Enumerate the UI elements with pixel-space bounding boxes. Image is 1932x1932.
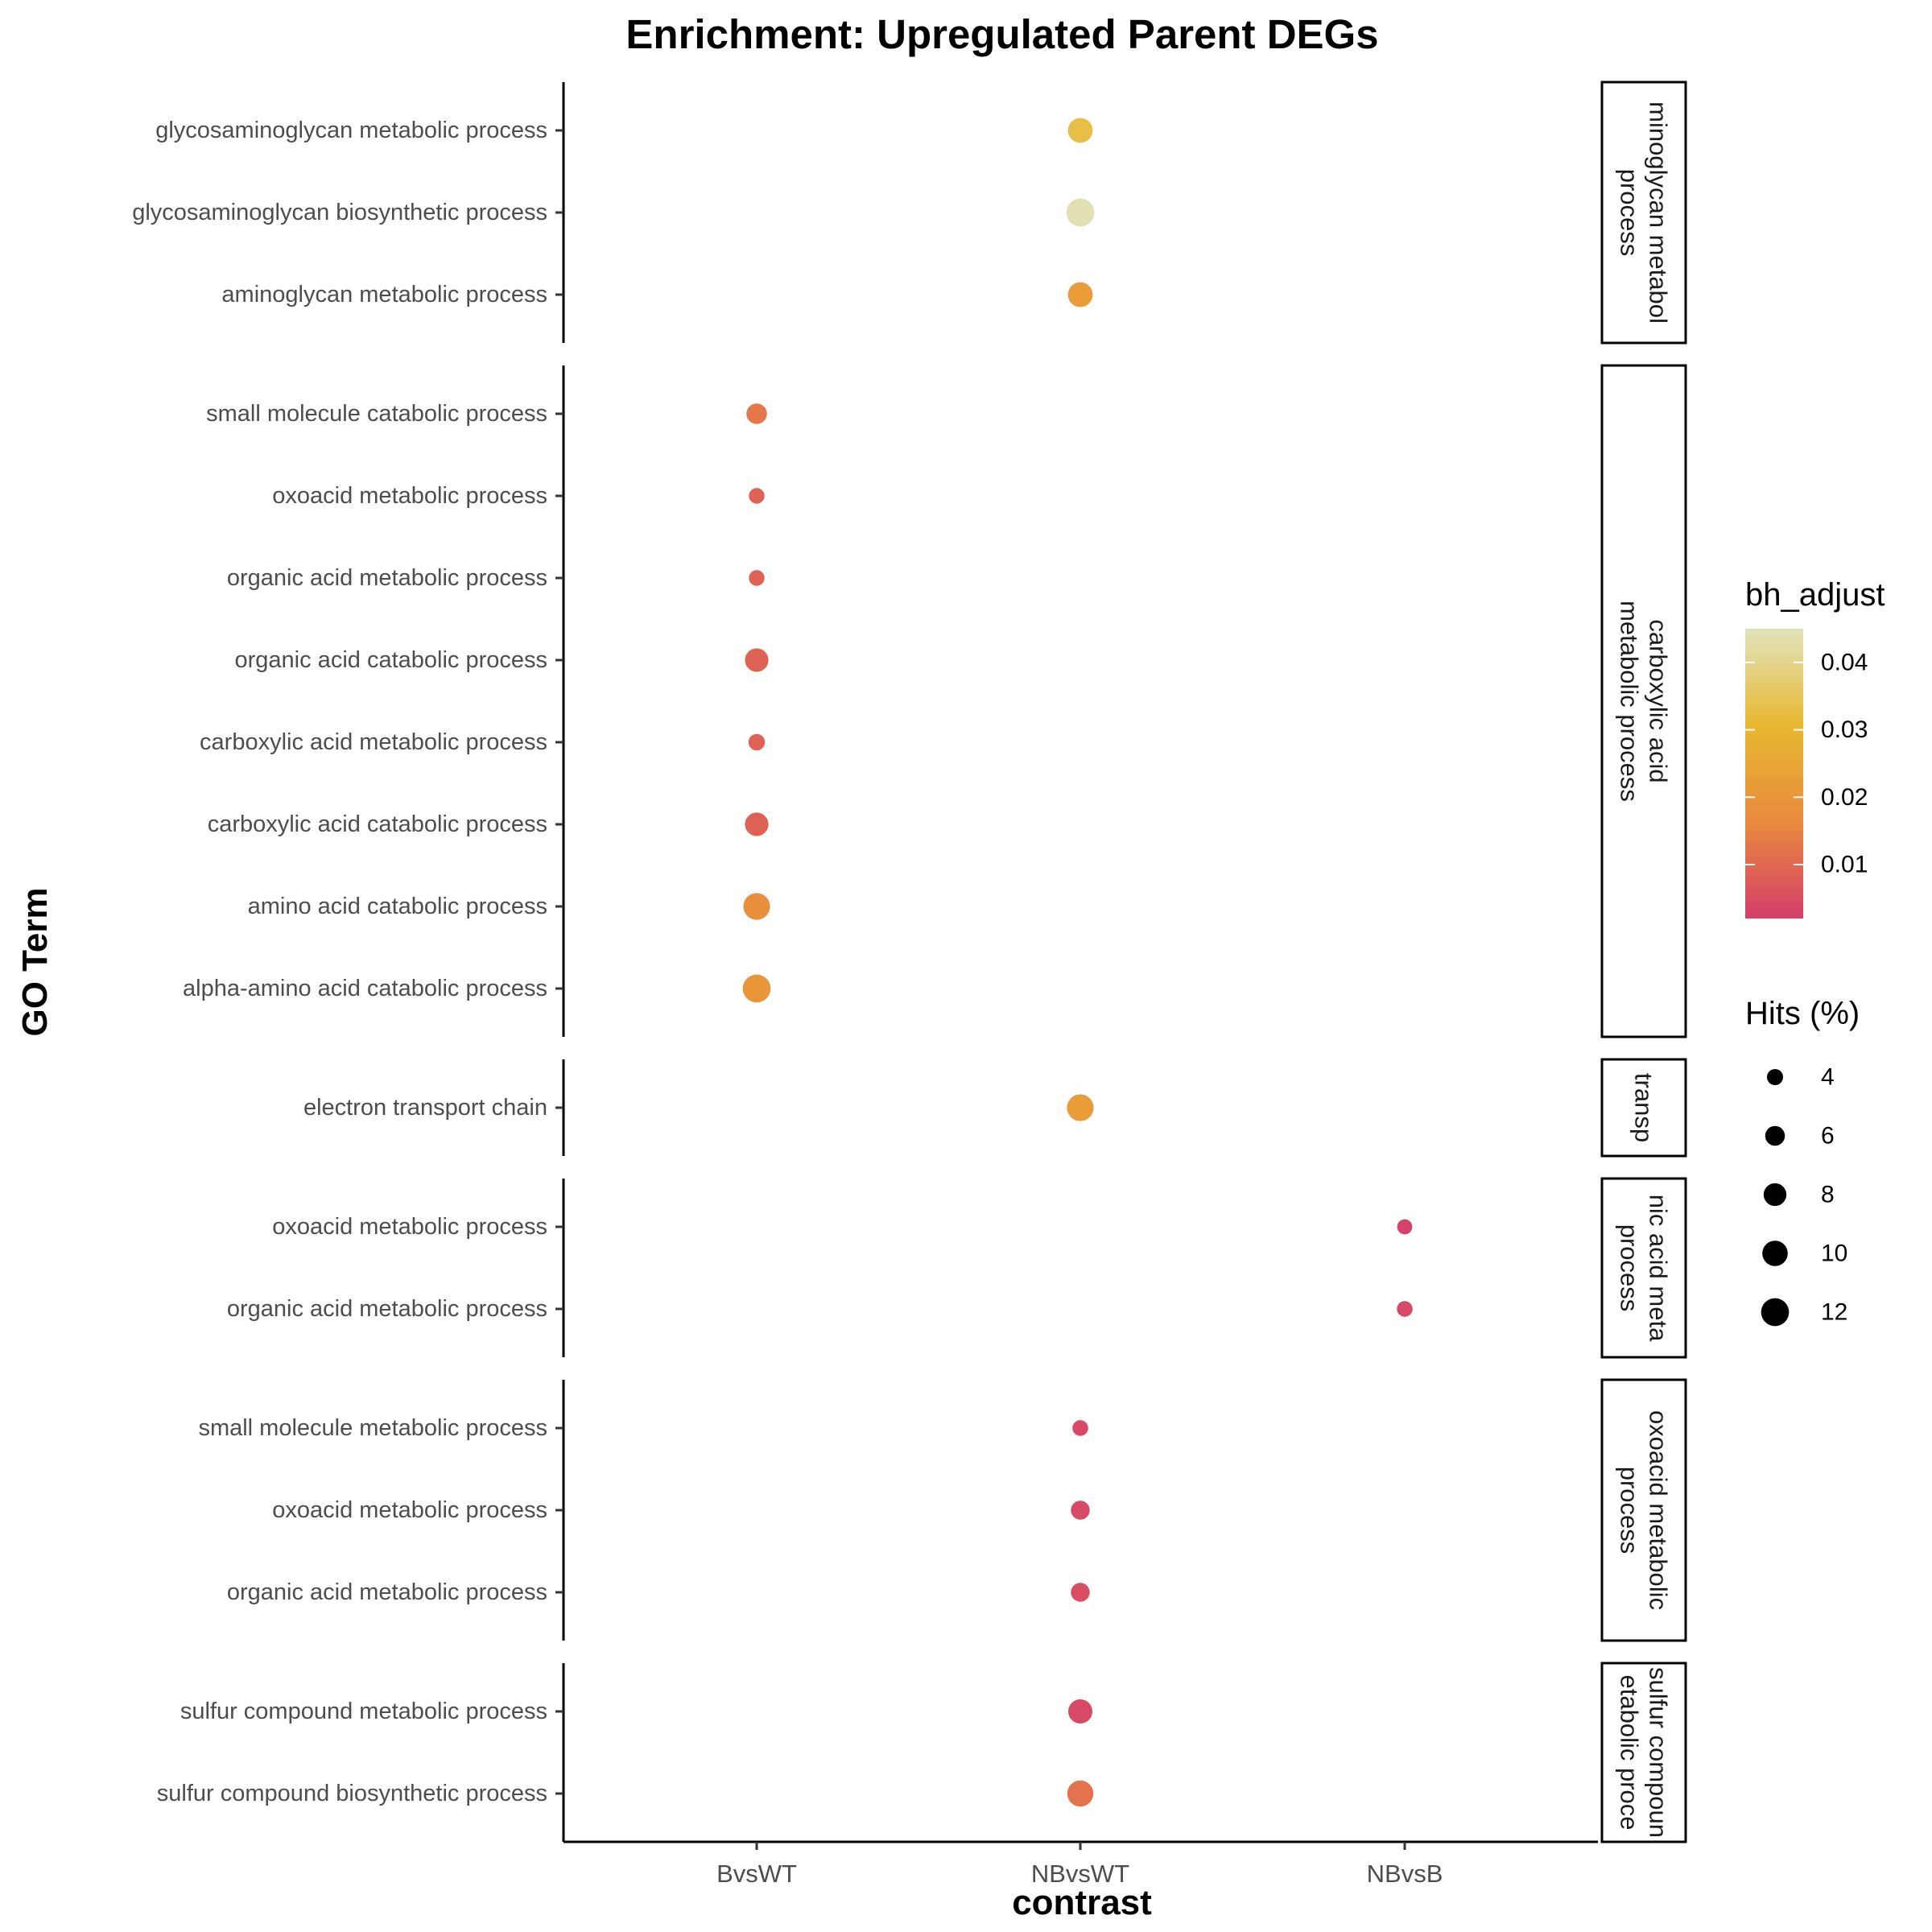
point-organic-acid-metabolic-process-bvswt [749,570,765,586]
size-legend-key-6 [1765,1125,1785,1146]
y-tick-label-organic-acid-catabolic-process: organic acid catabolic process [235,647,547,673]
size-legend-label: 4 [1821,1064,1835,1091]
facet-strip-label-group: transp [1630,1073,1658,1142]
size-legend-key-10 [1762,1241,1788,1266]
facet-strip-label: nic acid meta [1645,1195,1673,1342]
facet-strip-label: etabolic proce [1616,1674,1644,1830]
y-tick-label-electron-transport-chain: electron transport chain [303,1095,547,1121]
facet-strip [1600,1177,1687,1359]
y-tick-label-organic-acid-metabolic-process: organic acid metabolic process [227,1579,547,1605]
facet-strip [1600,1058,1687,1158]
panel-3: transp electron transport chain [303,1058,1687,1158]
x-tick-label-nbvswt: NBvsWT [1031,1860,1129,1888]
facet-strip-label: process [1616,1224,1644,1312]
colorbar [1745,629,1803,919]
point-oxoacid-metabolic-process-bvswt [749,488,765,504]
size-legend-key-8 [1763,1183,1787,1207]
point-glycosaminoglycan-metabolic-process-nbvswt [1067,118,1093,143]
y-tick-label-organic-acid-metabolic-process: organic acid metabolic process [227,1296,547,1322]
point-organic-acid-metabolic-process-nbvswt [1071,1583,1090,1602]
point-small-molecule-metabolic-process-nbvswt [1072,1420,1088,1436]
y-tick-label-alpha-amino-acid-catabolic-process: alpha-amino acid catabolic process [183,976,547,1001]
point-sulfur-compound-biosynthetic-process-nbvswt [1067,1780,1094,1807]
size-legend-key-4 [1767,1069,1783,1085]
point-carboxylic-acid-metabolic-process-bvswt [748,733,766,751]
y-tick-label-carboxylic-acid-metabolic-process: carboxylic acid metabolic process [200,729,547,755]
facet-strip-label: oxoacid metabolic [1645,1410,1673,1610]
point-carboxylic-acid-catabolic-process-bvswt [745,812,769,836]
y-tick-label-organic-acid-metabolic-process: organic acid metabolic process [227,565,547,591]
facet-strip-label: transp [1630,1073,1658,1142]
chart-title: Enrichment: Upregulated Parent DEGs [625,11,1378,57]
point-small-molecule-catabolic-process-bvswt [746,403,767,424]
facet-strip-label: minoglycan metabol [1645,101,1673,324]
y-tick-label-oxoacid-metabolic-process: oxoacid metabolic process [272,1214,547,1240]
colorbar-tick-label: 0.03 [1821,716,1868,743]
colorbar-tick-label: 0.02 [1821,784,1868,811]
size-legend-label: 6 [1821,1123,1835,1150]
point-oxoacid-metabolic-process-nbvsb [1397,1219,1413,1235]
point-organic-acid-catabolic-process-bvswt [745,648,769,672]
size-legend-label: 12 [1821,1299,1847,1326]
point-organic-acid-metabolic-process-nbvsb [1397,1301,1413,1317]
point-electron-transport-chain-nbvswt [1067,1094,1094,1121]
y-tick-label-carboxylic-acid-catabolic-process: carboxylic acid catabolic process [208,811,547,837]
point-oxoacid-metabolic-process-nbvswt [1071,1501,1090,1520]
facet-strip-label: metabolic process [1616,601,1644,802]
y-tick-label-amino-acid-catabolic-process: amino acid catabolic process [248,894,547,919]
point-amino-acid-catabolic-process-bvswt [743,893,770,920]
legends: bh_adjust 0.04 0.03 0.02 0.01 Hits (%) 4 6 8 10 12 [1745,577,1885,1327]
x-axis-title: contrast [1012,1883,1152,1922]
y-tick-label-small-molecule-metabolic-process: small molecule metabolic process [198,1415,547,1441]
facet-strip [1600,364,1687,1038]
facet-strip-label: sulfur compoun [1645,1667,1673,1838]
x-tick-label-bvswt: BvsWT [716,1860,797,1888]
x-axis: BvsWT NBvsWT NBvsB [564,1840,1598,1888]
facet-strip-label: process [1616,169,1644,257]
y-tick-label-sulfur-compound-metabolic-process: sulfur compound metabolic process [180,1699,547,1724]
y-tick-label-oxoacid-metabolic-process: oxoacid metabolic process [272,1497,547,1523]
point-aminoglycan-metabolic-process-nbvswt [1067,282,1093,308]
colorbar-tick-label: 0.01 [1821,852,1868,878]
facet-strip [1600,1378,1687,1642]
size-legend-key-12 [1761,1298,1790,1327]
y-tick-label-small-molecule-catabolic-process: small molecule catabolic process [206,401,547,427]
point-sulfur-compound-metabolic-process-nbvswt [1068,1699,1092,1724]
facet-strip-label: carboxylic acid [1645,619,1673,782]
y-tick-label-oxoacid-metabolic-process: oxoacid metabolic process [272,483,547,509]
facet-strip [1600,1662,1687,1843]
x-tick-label-nbvsb: NBvsB [1367,1860,1443,1888]
point-glycosaminoglycan-biosynthetic-process-nbvswt [1066,198,1095,227]
color-legend-title: bh_adjust [1745,577,1885,613]
y-axis-title: GO Term [15,887,55,1036]
size-legend-label: 10 [1821,1241,1847,1267]
size-legend-label: 8 [1821,1182,1835,1208]
point-alpha-amino-acid-catabolic-process-bvswt [742,974,771,1003]
size-legend-title: Hits (%) [1745,996,1860,1031]
y-tick-label-sulfur-compound-biosynthetic-process: sulfur compound biosynthetic process [157,1781,547,1806]
facet-strip-label: process [1616,1467,1644,1554]
facet-strip [1600,80,1687,345]
colorbar-tick-label: 0.04 [1821,649,1868,675]
y-tick-label-aminoglycan-metabolic-process: aminoglycan metabolic process [221,282,547,308]
y-tick-label-glycosaminoglycan-biosynthetic-process: glycosaminoglycan biosynthetic process [132,200,547,225]
panels: minoglycan metabolprocessglycosaminoglyc… [132,80,1687,1843]
y-tick-label-glycosaminoglycan-metabolic-process: glycosaminoglycan metabolic process [155,118,547,143]
